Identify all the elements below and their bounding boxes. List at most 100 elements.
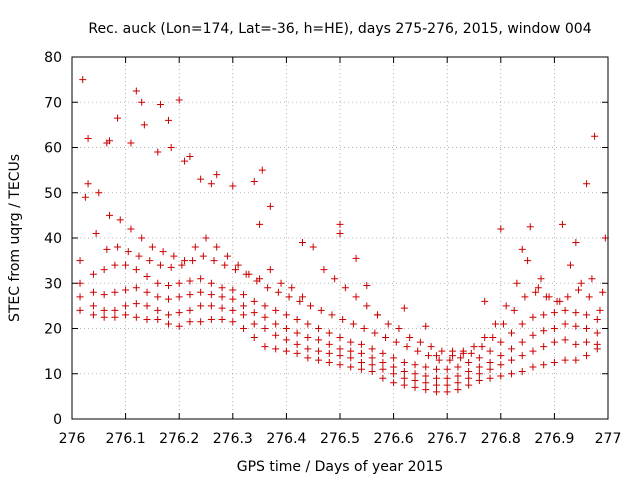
data-point [518,245,526,253]
data-point [320,266,328,274]
data-point [459,349,467,357]
data-point [124,248,132,256]
data-point [293,340,301,348]
data-point [138,98,146,106]
data-point [390,363,398,371]
y-tick-label: 50 [44,186,62,202]
data-point [510,306,518,314]
data-point [518,352,526,360]
data-point [266,202,274,210]
data-point [186,153,194,161]
data-point [411,377,419,385]
data-point [347,363,355,371]
plot-frame [71,56,609,420]
data-point [114,243,122,251]
data-point [122,286,130,294]
data-point [164,320,172,328]
data-point [478,343,486,351]
data-point [475,354,483,362]
data-point [336,352,344,360]
data-point [411,361,419,369]
data-point [572,239,580,247]
data-point [240,311,248,319]
data-point [197,175,205,183]
data-point [336,345,344,353]
data-point [325,349,333,357]
data-point [475,377,483,385]
data-point [181,157,189,165]
data-point [186,306,194,314]
data-point [550,309,558,317]
x-tick-label: 276.8 [481,431,521,447]
data-point [154,279,162,287]
y-tick-label: 60 [44,141,62,157]
data-point [341,284,349,292]
data-point [497,361,505,369]
data-point [285,293,293,301]
data-point [245,270,253,278]
data-point [89,288,97,296]
data-point [114,114,122,122]
data-point [229,286,237,294]
data-point [175,293,183,301]
data-point [596,306,604,314]
data-point [315,356,323,364]
data-point [411,370,419,378]
data-point [357,365,365,373]
y-tick-labels: 0 10 20 30 40 50 60 70 80 [44,50,62,428]
data-point [379,374,387,382]
data-point [122,311,130,319]
data-point [475,363,483,371]
data-point [189,257,197,265]
data-point [486,374,494,382]
data-point [148,243,156,251]
data-point [583,311,591,319]
data-point [218,293,226,301]
data-point [315,325,323,332]
y-tick-label: 80 [44,50,62,66]
chart-title: Rec. auck (Lon=174, Lat=-36, h=HE), days… [88,21,591,37]
data-point [143,272,151,280]
data-point [352,293,360,301]
data-point [229,306,237,314]
data-point [422,322,430,330]
data-point [454,386,462,394]
data-point [76,257,84,265]
data-point [572,309,580,317]
data-point [347,338,355,346]
data-point [443,381,451,389]
data-point [443,365,451,373]
data-point [106,211,114,219]
data-point [218,284,226,292]
x-tick-label: 276.4 [266,431,306,447]
data-point [508,370,516,378]
data-point [446,356,454,364]
data-point [175,279,183,287]
data-point [132,300,140,308]
data-point [465,367,473,375]
data-point [207,302,215,310]
data-point [272,331,280,339]
data-point [593,315,601,323]
data-point [583,352,591,360]
data-point [293,329,301,337]
x-tick-label: 276.9 [534,431,574,447]
data-point [457,354,465,362]
x-tick-label: 276.6 [374,431,414,447]
data-point [122,261,130,269]
data-point [422,386,430,394]
data-point [481,334,489,342]
data-point [550,338,558,346]
data-point [360,325,368,332]
data-point [282,347,290,355]
y-tick-label: 70 [44,95,62,111]
data-point [508,356,516,364]
data-point [435,356,443,364]
data-point [156,261,164,269]
data-point [315,336,323,344]
data-point [154,306,162,314]
y-tick-label: 30 [44,276,62,292]
data-point [352,254,360,262]
data-point [325,329,333,337]
